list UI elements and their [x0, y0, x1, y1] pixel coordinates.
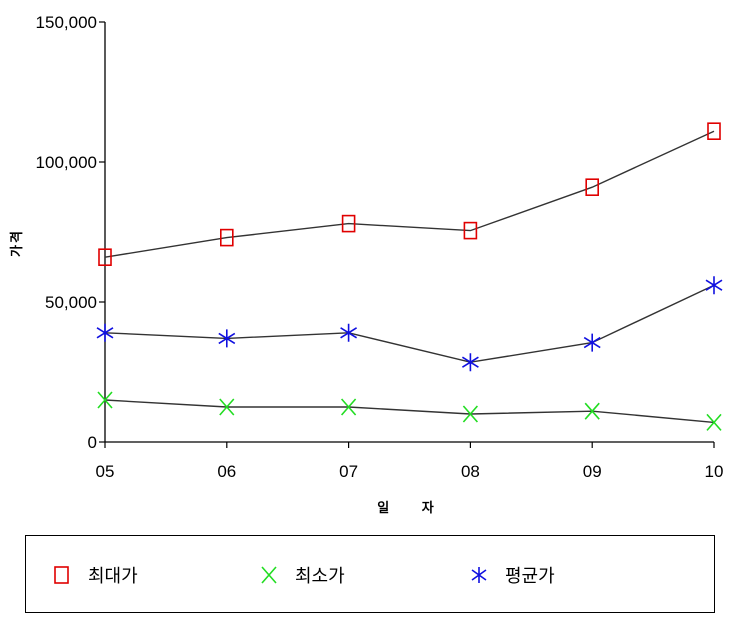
legend-label: 평균가	[505, 566, 555, 587]
series-lines	[104, 130, 715, 424]
y-tick-label: 150,000	[36, 13, 97, 32]
data-point-x	[706, 413, 722, 431]
legend-label: 최대가	[88, 566, 138, 587]
legend-label: 최소가	[295, 566, 345, 587]
legend-item-max: 최대가	[54, 562, 138, 588]
series-line	[104, 284, 715, 363]
x-marker-icon	[261, 566, 277, 584]
x-tick-label: 08	[461, 462, 480, 481]
data-point-square	[341, 214, 356, 233]
y-axis-title: 가격	[10, 229, 25, 257]
series-line	[104, 130, 715, 258]
x-tick-label: 09	[583, 462, 602, 481]
data-point-x	[462, 405, 479, 423]
y-axis-title-group: 가격	[10, 229, 25, 257]
data-point-x	[97, 391, 113, 409]
axes: 0 50,000 100,000 150,000 05 06 07 08 09 10	[36, 13, 724, 481]
legend: 최대가 최소가 평균가	[25, 535, 715, 613]
legend-item-avg: 평균가	[471, 562, 555, 588]
x-tick-label: 10	[705, 462, 724, 481]
asterisk-marker-icon	[471, 567, 487, 583]
y-tick-label: 100,000	[36, 153, 97, 172]
data-point-square	[98, 248, 112, 266]
data-point-asterisk	[340, 323, 358, 342]
series-line	[104, 399, 715, 424]
data-point-asterisk	[705, 276, 723, 295]
x-tick-label: 07	[339, 462, 358, 481]
data-point-x	[584, 402, 600, 420]
data-point-asterisk	[96, 323, 114, 342]
line-chart: 0 50,000 100,000 150,000 05 06 07 08 09 10 가격 일 자	[10, 13, 724, 516]
data-point-square	[707, 122, 721, 140]
y-tick-label: 0	[88, 433, 97, 452]
x-axis-title: 일 자	[377, 501, 447, 516]
square-marker-icon	[54, 566, 69, 584]
series-markers	[96, 122, 723, 431]
legend-item-min: 최소가	[261, 562, 345, 588]
x-tick-label: 06	[217, 462, 236, 481]
data-point-x	[219, 398, 235, 416]
data-point-square	[220, 228, 234, 247]
x-tick-label: 05	[96, 462, 115, 481]
data-point-asterisk	[218, 329, 236, 348]
y-tick-label: 50,000	[45, 293, 97, 312]
data-point-square	[585, 178, 600, 196]
data-point-square	[463, 221, 478, 240]
data-point-x	[340, 398, 357, 416]
data-point-asterisk	[461, 353, 479, 372]
data-point-asterisk	[583, 333, 601, 352]
